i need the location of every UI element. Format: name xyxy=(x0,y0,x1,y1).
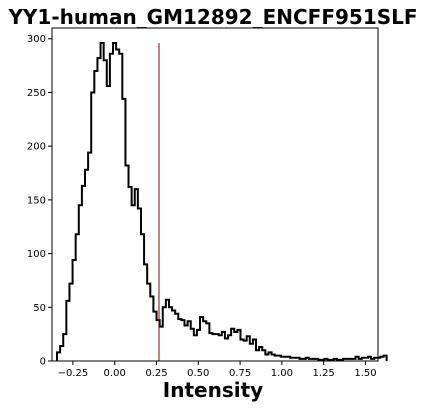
y-tick-label: 150 xyxy=(27,195,46,206)
x-axis-label: Intensity xyxy=(163,378,263,402)
y-tick-label: 50 xyxy=(33,303,46,314)
y-tick-label: 100 xyxy=(27,249,46,260)
y-tick-label: 250 xyxy=(27,88,46,99)
x-tick-label: 1.25 xyxy=(313,368,335,379)
y-tick-label: 0 xyxy=(40,357,46,368)
y-tick-label: 300 xyxy=(27,34,46,45)
plot-area: −0.25 0.00 0.25 0.50 0.75 1.00 1.25 1.500501001… xyxy=(27,28,387,379)
y-tick-label: 200 xyxy=(27,142,46,153)
chart-title: YY1-human_GM12892_ENCFF951SLF xyxy=(7,5,417,29)
x-tick-label: −0.25 xyxy=(58,368,89,379)
x-tick-label: 1.00 xyxy=(271,368,293,379)
x-tick-label: 1.50 xyxy=(354,368,376,379)
x-tick-label: 0.00 xyxy=(104,368,126,379)
axes-background xyxy=(52,28,378,361)
